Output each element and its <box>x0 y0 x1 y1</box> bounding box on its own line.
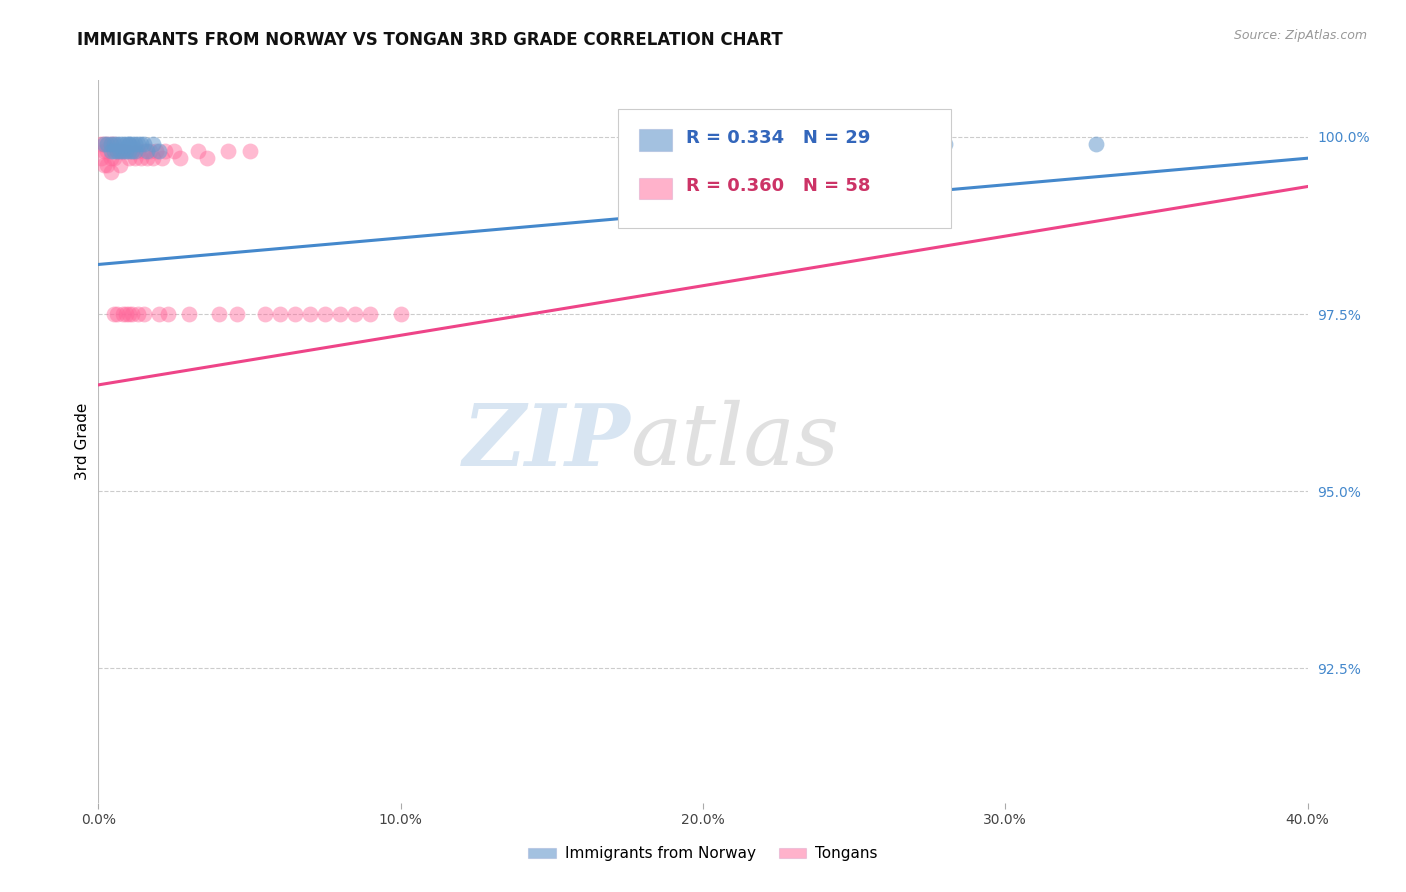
Point <box>100 144 122 158</box>
Point <box>103 136 125 151</box>
Point <box>142 151 165 165</box>
Point <box>121 144 143 158</box>
Point <box>299 307 322 321</box>
Point <box>124 136 146 151</box>
Point <box>105 144 128 158</box>
Point <box>100 165 122 179</box>
Text: ZIP: ZIP <box>463 400 630 483</box>
Point <box>169 151 191 165</box>
Point <box>132 136 155 151</box>
Point <box>148 144 170 158</box>
Y-axis label: 3rd Grade: 3rd Grade <box>75 403 90 480</box>
Point <box>217 144 239 158</box>
Point <box>129 151 152 165</box>
Point <box>90 151 112 165</box>
Point <box>111 144 134 158</box>
Point <box>124 151 146 165</box>
Point <box>124 144 146 158</box>
Point <box>148 307 170 321</box>
Point <box>114 144 136 158</box>
Point <box>329 307 352 321</box>
Point <box>96 158 118 172</box>
Point <box>127 307 149 321</box>
Text: atlas: atlas <box>630 401 839 483</box>
Point <box>108 158 131 172</box>
Point <box>111 144 134 158</box>
Point <box>105 144 128 158</box>
Point <box>389 307 412 321</box>
Point <box>103 144 125 158</box>
Point <box>118 151 141 165</box>
Bar <box>638 178 672 200</box>
Text: IMMIGRANTS FROM NORWAY VS TONGAN 3RD GRADE CORRELATION CHART: IMMIGRANTS FROM NORWAY VS TONGAN 3RD GRA… <box>77 31 783 49</box>
Point <box>163 144 186 158</box>
Point <box>187 144 209 158</box>
Point <box>108 136 131 151</box>
Point <box>132 307 155 321</box>
Point <box>127 144 149 158</box>
Point <box>103 307 125 321</box>
Point <box>314 307 336 321</box>
Point <box>934 136 956 151</box>
Point <box>121 307 143 321</box>
Point <box>253 307 276 321</box>
Point <box>129 136 152 151</box>
Point <box>269 307 291 321</box>
Point <box>100 136 122 151</box>
Point <box>118 307 141 321</box>
Point <box>226 307 249 321</box>
Point <box>114 136 136 151</box>
Point <box>96 136 118 151</box>
Point <box>108 144 131 158</box>
Point <box>96 144 118 158</box>
Point <box>121 144 143 158</box>
Point <box>118 136 141 151</box>
Point <box>93 144 115 158</box>
Point <box>135 151 157 165</box>
Point <box>103 151 125 165</box>
Point <box>179 307 201 321</box>
Text: Source: ZipAtlas.com: Source: ZipAtlas.com <box>1233 29 1367 42</box>
Point <box>111 307 134 321</box>
Point <box>195 151 218 165</box>
Point <box>239 144 262 158</box>
Point <box>114 144 136 158</box>
Point <box>132 144 155 158</box>
Point <box>118 144 141 158</box>
Point <box>100 151 122 165</box>
Legend: Immigrants from Norway, Tongans: Immigrants from Norway, Tongans <box>522 840 884 867</box>
Point <box>96 136 118 151</box>
Point <box>100 136 122 151</box>
Point <box>118 136 141 151</box>
Point <box>145 144 167 158</box>
Point <box>90 136 112 151</box>
Point <box>1085 136 1108 151</box>
Point <box>114 307 136 321</box>
FancyBboxPatch shape <box>619 109 950 228</box>
Point <box>156 307 179 321</box>
Text: R = 0.360   N = 58: R = 0.360 N = 58 <box>686 178 870 195</box>
Point <box>127 136 149 151</box>
Point <box>284 307 307 321</box>
Point <box>103 136 125 151</box>
Bar <box>638 129 672 151</box>
Text: R = 0.334   N = 29: R = 0.334 N = 29 <box>686 129 870 147</box>
Point <box>93 158 115 172</box>
Point <box>105 136 128 151</box>
Point <box>121 136 143 151</box>
Point <box>139 144 162 158</box>
Point <box>105 307 128 321</box>
Point <box>344 307 367 321</box>
Point <box>135 144 157 158</box>
Point <box>93 136 115 151</box>
Point <box>142 136 165 151</box>
Point <box>360 307 382 321</box>
Point <box>93 136 115 151</box>
Point <box>153 144 176 158</box>
Point <box>108 144 131 158</box>
Point <box>208 307 231 321</box>
Point <box>150 151 173 165</box>
Point <box>111 136 134 151</box>
